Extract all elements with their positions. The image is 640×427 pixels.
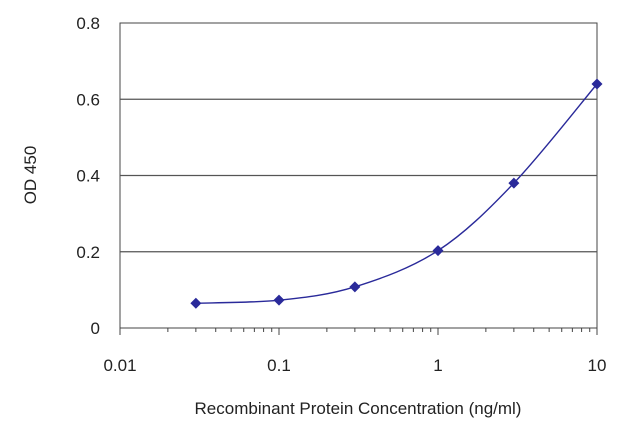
data-point <box>349 281 361 293</box>
data-point <box>190 297 202 309</box>
series-layer <box>190 78 603 309</box>
y-tick-label: 0.4 <box>76 167 100 186</box>
y-tick-label: 0.6 <box>76 90 100 109</box>
y-tick-label: 0 <box>91 319 100 338</box>
x-tick-label: 10 <box>588 356 607 375</box>
y-tick-label: 0.2 <box>76 243 100 262</box>
data-point <box>508 177 520 189</box>
gridlines <box>120 98 597 253</box>
x-axis-title: Recombinant Protein Concentration (ng/ml… <box>195 399 522 418</box>
data-point <box>273 294 285 306</box>
x-axis-ticks: 0.01 0.1 1 10 <box>103 328 606 375</box>
y-tick-label: 0.8 <box>76 14 100 33</box>
x-tick-label: 0.01 <box>103 356 136 375</box>
y-axis-title: OD 450 <box>21 146 40 205</box>
series-line <box>195 83 598 304</box>
x-tick-label: 0.1 <box>267 356 291 375</box>
x-tick-label: 1 <box>433 356 442 375</box>
data-point <box>432 245 444 257</box>
data-point <box>591 78 603 90</box>
y-axis-tick-labels: 0 0.2 0.4 0.6 0.8 <box>76 14 100 338</box>
